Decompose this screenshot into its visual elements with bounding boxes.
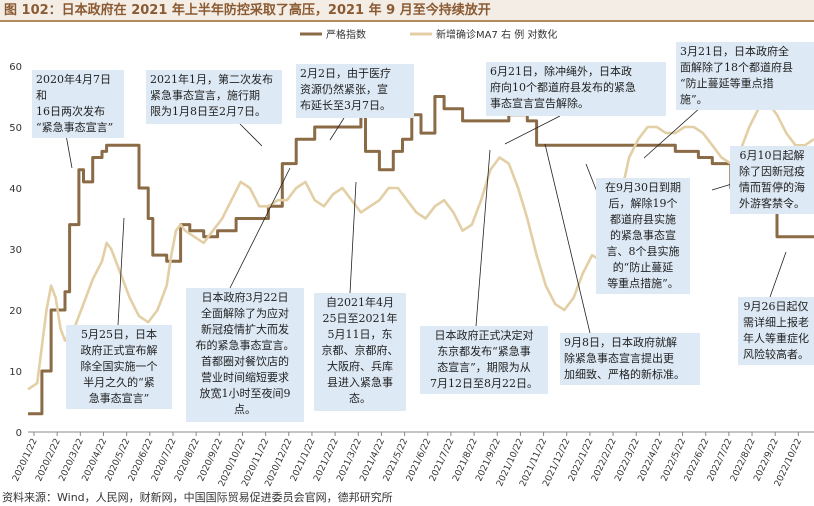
annotation-arrow	[239, 123, 263, 147]
annotation-box: 2月2日，由于医疗 资源仍然紧张，宣 布延长至3月7日。	[296, 64, 414, 118]
y-tick-label: 50	[9, 123, 22, 134]
series-stringency-line	[28, 95, 814, 416]
annotation-box: 6月10日起解 除了因新冠疫 情而暂停的海 外游客禁令。	[730, 146, 814, 214]
annotation-arrow	[349, 181, 357, 294]
annotation-box: 2020年4月7日和 16日两次发布 “紧急事态宣言”	[32, 70, 124, 138]
legend-label-ma7: 新增确诊MA7 右 例 对数化	[436, 28, 557, 41]
y-tick-label: 60	[9, 62, 22, 73]
y-tick-label: 10	[9, 367, 22, 378]
annotation-arrow	[475, 149, 491, 327]
chart-title: 图 102：日本政府在 2021 年上半年防控采取了高压，2021 年 9 月至…	[0, 0, 814, 22]
y-tick-label: 30	[9, 245, 22, 256]
annotation-box: 9月26日起仅 需详细上报老 年人等重症化 风险较高者。	[738, 297, 814, 365]
source-note: 资料来源：Wind，人民网，财新网，中国国际贸易促进委员会官网，德邦研究所	[2, 491, 393, 504]
annotation-arrow	[329, 117, 345, 141]
annotation-box: 自2021年4月 25日至2021年 5月11日，东 京都、京都府、 大阪府、兵…	[314, 293, 406, 411]
annotation-arrow	[229, 167, 291, 289]
annotation-box: 5月25日，日本 政府正式宣布解 除全国实施一个 半月之久的“紧 急事态宣言”	[66, 325, 172, 409]
annotation-arrow	[117, 217, 125, 326]
chart-svg: 01020304050602020/1/222020/2/222020/3/22…	[9, 28, 814, 488]
y-tick-label: 20	[9, 306, 22, 317]
annotation-box: 3月21日，日本政府全 面解除了18个都道府县 “防止蔓延等重点措 施”。	[676, 42, 814, 110]
annotation-arrow	[769, 251, 787, 298]
y-tick-label: 0	[16, 428, 22, 439]
annotation-box: 日本政府正式决定对 东京都发布“紧急事 态宣言”，期限为从 7月12日至8月22…	[420, 326, 548, 394]
legend-label-stringency: 严格指数	[326, 28, 366, 41]
annotation-box: 2021年1月，第二次发布 紧急事态宣言，施行期 限为1月8日至2月7日。	[146, 70, 282, 124]
annotation-arrow	[504, 115, 561, 145]
series-ma7-line	[27, 101, 814, 391]
annotation-box: 日本政府3月22日 全面解除了为应对 新冠疫情扩大而发 布的紧急事态宣言。 首都…	[186, 288, 304, 422]
y-tick-label: 40	[9, 184, 22, 195]
annotation-box: 在9月30日到期 后，解除19个 都道府县实施 的紧急事态宣 言、8个县实施 的…	[596, 178, 690, 294]
annotation-box: 6月21日，除冲绳外，日本政 府向10个都道府县发布的紧急 事态宣言宣告解除。	[486, 62, 666, 116]
annotation-box: 9月8日，日本政府就解 除紧急事态宣言提出更 加细致、严格的新标准。	[560, 333, 700, 385]
annotation-arrow	[544, 143, 591, 334]
